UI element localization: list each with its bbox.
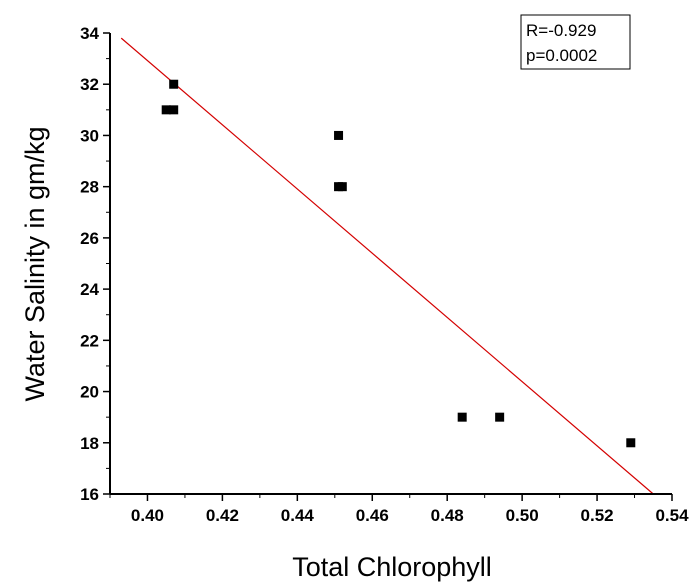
x-axis-title: Total Chlorophyll: [292, 552, 492, 582]
x-tick-label: 0.44: [281, 506, 315, 525]
x-ticks-layer: 0.40 0.42 0.44 0.46 0.48 0.50 0.52 0.54: [109, 494, 689, 525]
stats-p-value: p=0.0002: [526, 46, 597, 65]
y-tick-label: 30: [80, 126, 99, 145]
x-tick-label: 0.50: [506, 506, 539, 525]
y-tick-label: 28: [80, 178, 99, 197]
y-tick-label: 24: [80, 280, 99, 299]
y-tick-label: 26: [80, 229, 99, 248]
stats-box: [520, 14, 631, 70]
axes-layer: [109, 33, 672, 495]
data-point: [337, 182, 347, 192]
stats-annotation: R=-0.929 p=0.0002: [520, 14, 631, 70]
fit-line-layer: [120, 37, 654, 495]
y-tick-label: 16: [80, 485, 99, 504]
data-point: [169, 79, 179, 89]
y-tick-label: 22: [80, 331, 99, 350]
data-point: [626, 438, 636, 448]
data-point: [161, 105, 171, 115]
y-axis-title: Water Salinity in gm/kg: [20, 126, 50, 401]
data-point: [169, 105, 179, 115]
regression-line: [120, 37, 654, 495]
x-tick-label: 0.46: [356, 506, 389, 525]
data-point: [495, 412, 505, 422]
y-ticks-layer: 16 18 20 22 24 26 28 30 32 34: [80, 24, 110, 504]
y-tick-label: 32: [80, 75, 99, 94]
data-points-layer: [161, 79, 636, 448]
data-point: [334, 130, 344, 140]
x-tick-label: 0.52: [581, 506, 614, 525]
x-tick-label: 0.42: [206, 506, 239, 525]
stats-r-value: R=-0.929: [526, 21, 596, 40]
x-tick-label: 0.54: [655, 506, 689, 525]
x-tick-label: 0.40: [131, 506, 164, 525]
y-tick-label: 34: [80, 24, 99, 43]
y-tick-label: 18: [80, 434, 99, 453]
data-point: [457, 412, 467, 422]
x-tick-label: 0.48: [431, 506, 464, 525]
y-tick-label: 20: [80, 383, 99, 402]
